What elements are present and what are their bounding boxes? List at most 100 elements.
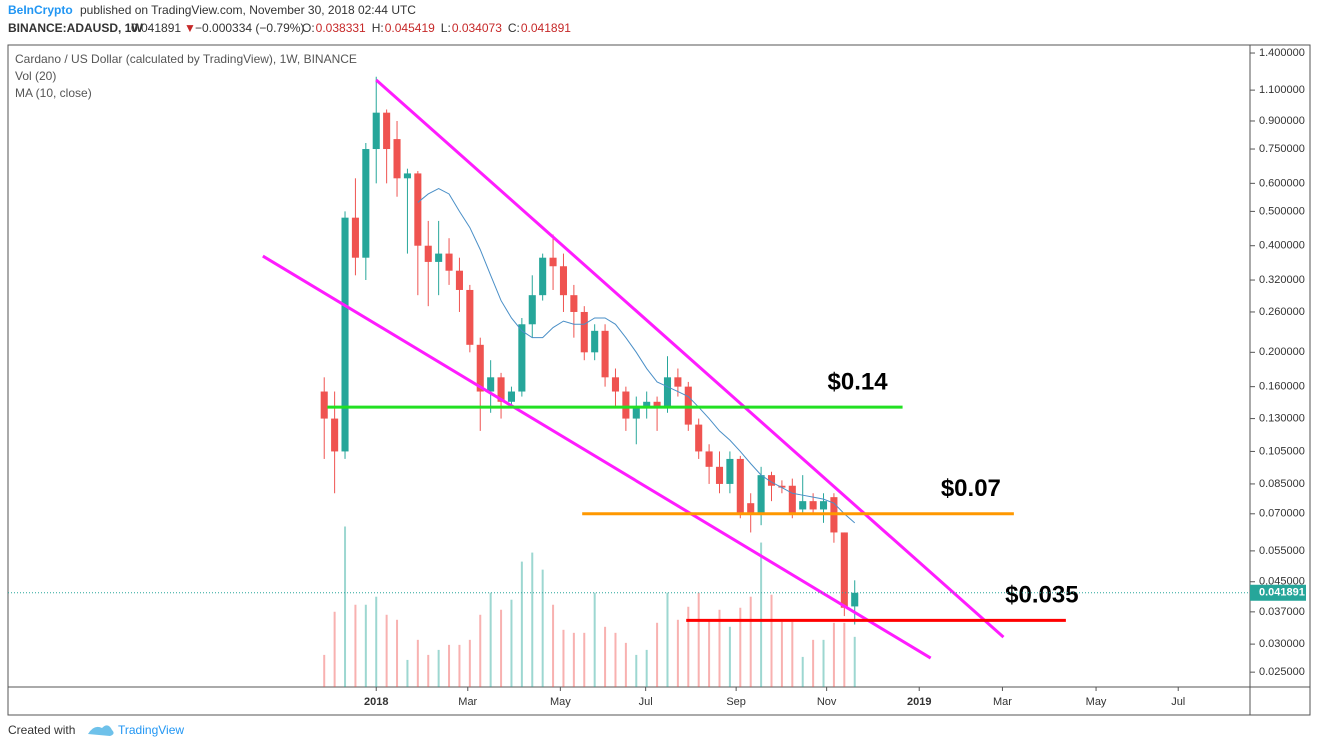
- candle-body: [424, 245, 432, 262]
- candle-body: [435, 253, 443, 262]
- level-label: $0.07: [941, 475, 1001, 502]
- candle-body: [715, 466, 724, 484]
- candle-body: [799, 501, 807, 510]
- candle-body: [549, 257, 557, 267]
- volume-bar: [500, 609, 503, 687]
- volume-bar: [645, 649, 648, 687]
- x-tick-label: May: [550, 696, 571, 708]
- candle-body: [393, 139, 401, 179]
- y-tick-label: 0.400000: [1259, 240, 1305, 252]
- candle-body: [351, 217, 359, 258]
- candle-body: [383, 112, 391, 150]
- volume-bar: [572, 632, 575, 687]
- legend-volume: Vol (20): [15, 69, 56, 83]
- trendline: [375, 78, 1005, 639]
- trendline: [262, 254, 932, 660]
- candle-body: [320, 391, 328, 419]
- footer-brand[interactable]: TradingView: [118, 723, 184, 737]
- x-tick-label: Sep: [726, 696, 746, 708]
- arrow: ▼: [184, 21, 196, 35]
- volume-bar: [437, 649, 440, 687]
- y-tick-label: 1.100000: [1259, 84, 1305, 96]
- candle-body: [445, 253, 453, 271]
- volume-bar: [323, 654, 326, 687]
- y-tick-label: 0.070000: [1259, 508, 1305, 520]
- candle-body: [466, 289, 474, 345]
- y-tick-label: 0.030000: [1259, 638, 1305, 650]
- x-tick-label: Mar: [993, 696, 1012, 708]
- y-tick-label: 0.130000: [1259, 412, 1305, 424]
- candle-body: [736, 458, 744, 514]
- volume-bar: [832, 622, 835, 687]
- ohlc-value: 0.041891: [521, 21, 571, 35]
- candle-body: [726, 458, 734, 484]
- volume-bar: [448, 644, 451, 687]
- y-tick-label: 0.160000: [1259, 381, 1305, 393]
- candle-body: [497, 377, 505, 402]
- volume-bar: [593, 592, 596, 687]
- ohlc-key: O:: [302, 21, 315, 35]
- candle-body: [757, 475, 765, 514]
- candle-body: [331, 418, 339, 452]
- volume-bar: [708, 619, 711, 687]
- y-tick-label: 0.500000: [1259, 205, 1305, 217]
- ohlc-value: 0.034073: [452, 21, 502, 35]
- tv-logo: [88, 725, 114, 736]
- volume-bar: [624, 642, 627, 687]
- volume-bar: [718, 609, 721, 687]
- candle-body: [840, 532, 848, 608]
- frame: [7, 44, 1311, 716]
- ohlc-value: 0.045419: [385, 21, 435, 35]
- volume-bar: [822, 639, 825, 687]
- volume-bar: [739, 607, 742, 687]
- ma-line: [417, 187, 856, 524]
- candle-body: [372, 112, 380, 150]
- last-price-tag: [1250, 584, 1306, 601]
- y-tick-label: 0.600000: [1259, 177, 1305, 189]
- ohlc-key: C:: [508, 21, 520, 35]
- symbol: BINANCE:ADAUSD, 1W: [8, 21, 143, 35]
- volume-bar: [843, 622, 846, 687]
- volume-bar: [812, 639, 815, 687]
- x-tick-label: Jul: [1171, 696, 1185, 708]
- y-tick-label: 0.037000: [1259, 606, 1305, 618]
- candle-body: [518, 324, 526, 392]
- volume-bar: [479, 614, 482, 687]
- candle-body: [487, 377, 495, 392]
- candle-body: [674, 377, 682, 387]
- volume-bar: [780, 621, 783, 687]
- level-label: $0.14: [828, 369, 889, 396]
- last-price-label: 0.041891: [1259, 587, 1305, 599]
- volume-bar: [510, 599, 513, 687]
- last: 0.041891: [131, 21, 181, 35]
- volume-bar: [333, 611, 336, 687]
- volume-bar: [562, 629, 565, 687]
- candle-body: [455, 270, 463, 290]
- y-tick-label: 0.200000: [1259, 346, 1305, 358]
- candle-body: [528, 295, 536, 325]
- change: −0.000334 (−0.79%): [195, 21, 304, 35]
- chart-title: Cardano / US Dollar (calculated by Tradi…: [15, 52, 357, 66]
- candle-body: [747, 503, 755, 514]
- y-tick-label: 0.085000: [1259, 478, 1305, 490]
- volume-bar: [676, 619, 679, 687]
- author[interactable]: BeInCrypto: [8, 3, 73, 17]
- y-tick-label: 0.900000: [1259, 115, 1305, 127]
- volume-bar: [406, 659, 409, 687]
- candle-body: [601, 330, 609, 378]
- candle-body: [767, 475, 776, 486]
- volume-bar: [458, 644, 461, 687]
- volume-bar: [614, 632, 617, 687]
- y-tick-label: 1.400000: [1259, 47, 1305, 59]
- candle-body: [362, 149, 370, 258]
- ohlc-key: L:: [441, 21, 451, 35]
- y-tick-label: 0.320000: [1259, 274, 1305, 286]
- volume-bar: [552, 604, 555, 687]
- candle-body: [705, 451, 713, 467]
- volume-bar: [801, 656, 804, 687]
- volume-bar: [385, 614, 388, 687]
- volume-bar: [468, 639, 471, 687]
- candle-body: [851, 592, 859, 607]
- candle-body: [539, 257, 547, 296]
